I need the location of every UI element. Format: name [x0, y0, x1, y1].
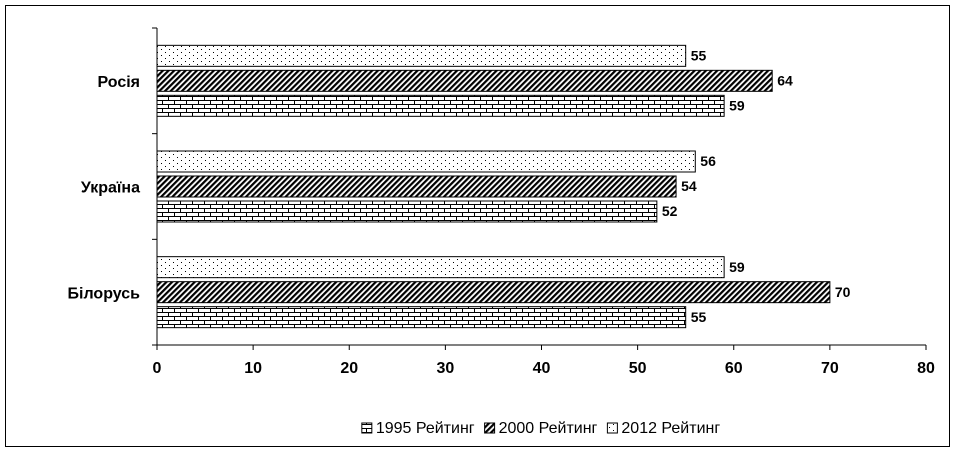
value-label: 55 — [691, 48, 707, 64]
x-tick-label: 0 — [153, 360, 162, 377]
bar — [156, 200, 658, 223]
value-label: 64 — [777, 73, 793, 89]
bar — [156, 281, 831, 304]
x-tick-label: 20 — [340, 360, 358, 377]
category-label: Білорусь — [68, 285, 141, 302]
bar — [156, 150, 696, 173]
legend-swatch — [361, 422, 373, 434]
x-tick-label: 40 — [533, 360, 551, 377]
bar — [156, 69, 773, 92]
category-label: Росія — [97, 74, 140, 91]
value-label: 52 — [662, 203, 678, 219]
x-tick-label: 80 — [917, 360, 935, 377]
category-label: Україна — [81, 180, 140, 197]
value-label: 56 — [700, 153, 716, 169]
x-tick-label: 60 — [725, 360, 743, 377]
x-tick-label: 30 — [436, 360, 454, 377]
x-tick-label: 10 — [244, 360, 262, 377]
value-label: 59 — [729, 259, 745, 275]
legend-label: 1995 Рейтинг — [376, 420, 475, 437]
legend-swatch — [484, 422, 496, 434]
legend-label: 2000 Рейтинг — [499, 420, 598, 437]
value-label: 70 — [835, 284, 851, 300]
value-label: 54 — [681, 178, 697, 194]
bar — [156, 306, 687, 329]
bar — [156, 44, 687, 67]
x-tick-label: 50 — [629, 360, 647, 377]
bar — [156, 256, 725, 279]
bar — [156, 94, 725, 117]
legend-label: 2012 Рейтинг — [621, 420, 720, 437]
legend-swatch — [606, 422, 618, 434]
value-label: 55 — [691, 309, 707, 325]
value-label: 59 — [729, 98, 745, 114]
bar — [156, 175, 677, 198]
x-tick-label: 70 — [821, 360, 839, 377]
